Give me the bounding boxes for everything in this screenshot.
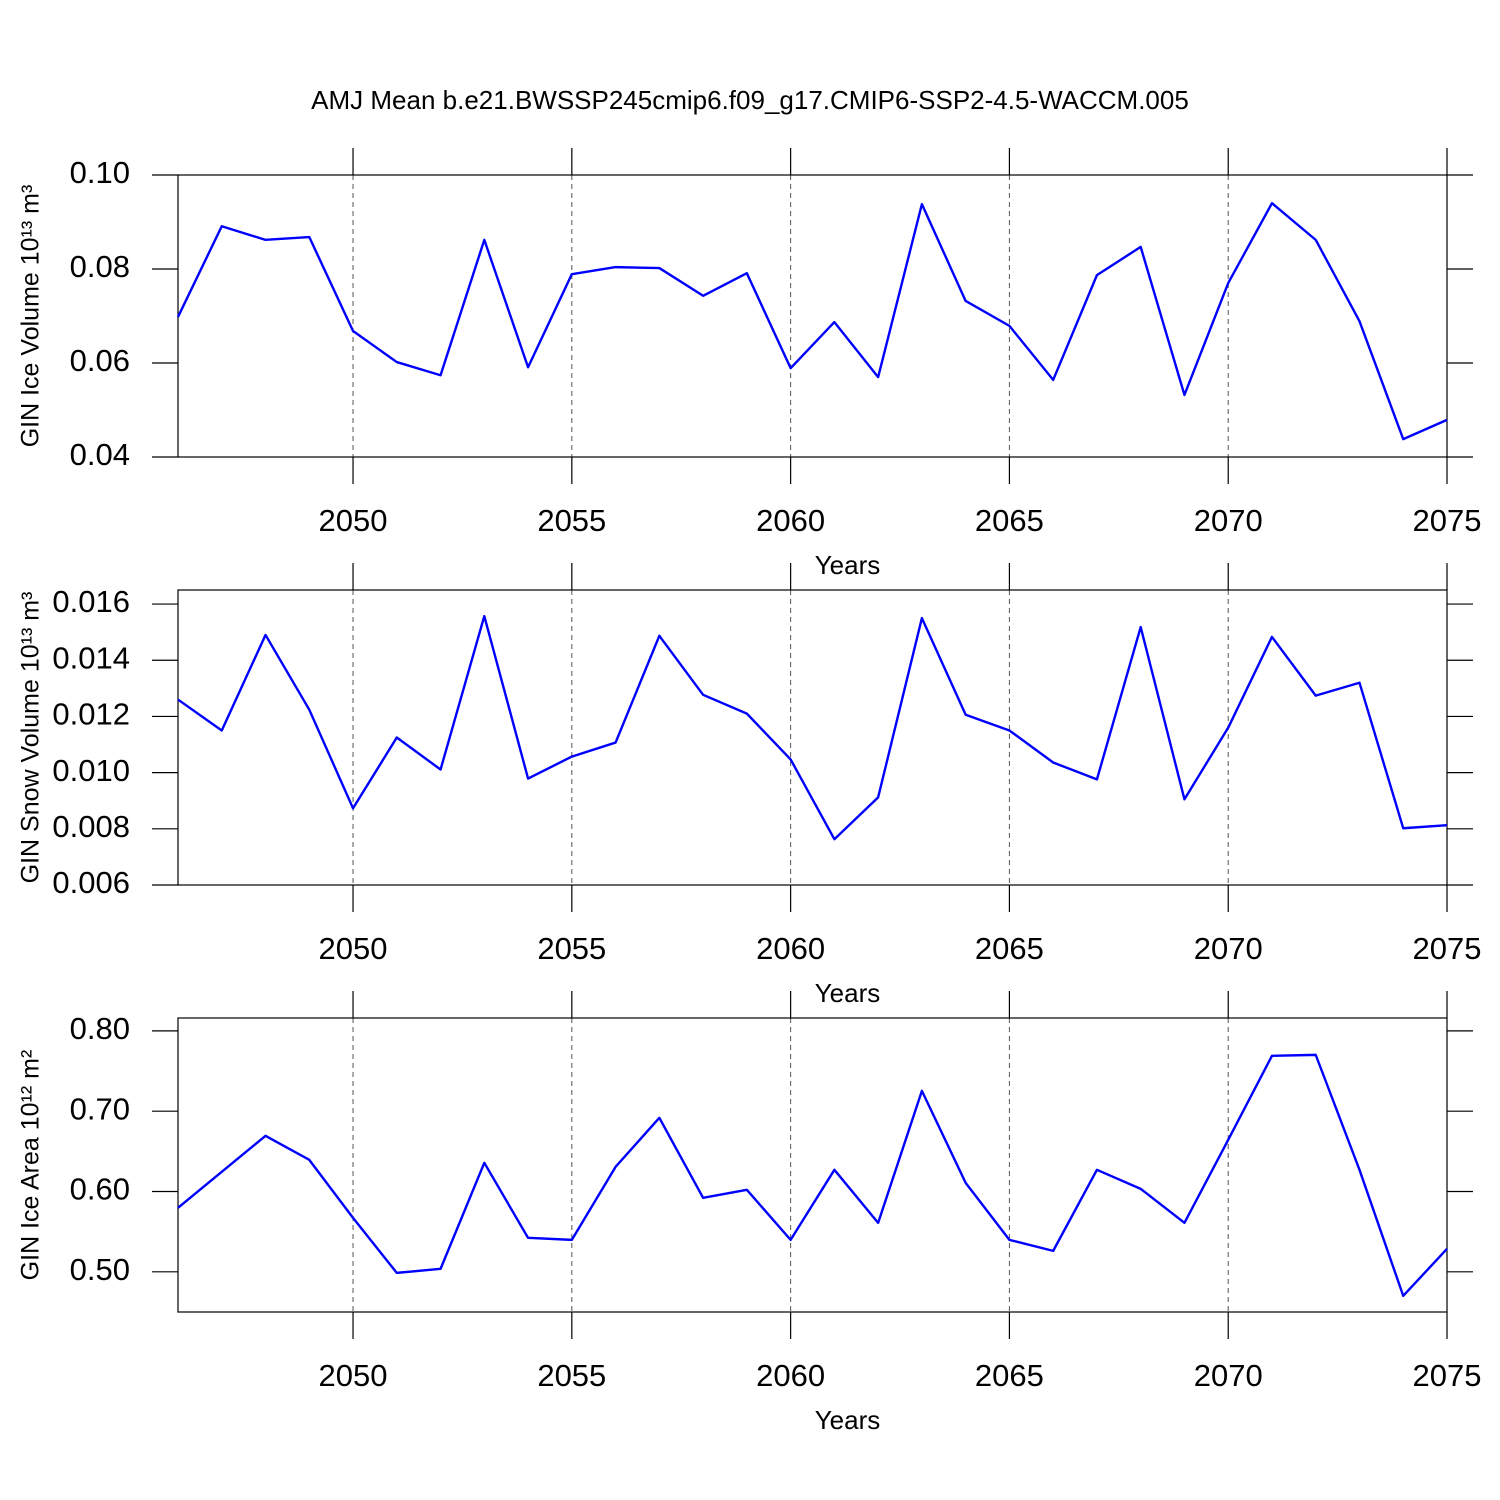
x-tick-label: 2070 [1194, 931, 1263, 966]
y-tick-label: 0.60 [70, 1172, 130, 1207]
y-tick-label: 0.016 [52, 584, 130, 619]
y-tick-label: 0.008 [52, 809, 130, 844]
x-tick-label: 2070 [1194, 503, 1263, 538]
y-axis-title: GIN Snow Volume 10¹³ m³ [17, 592, 45, 884]
x-tick-label: 2060 [756, 931, 825, 966]
y-tick-label: 0.014 [52, 640, 130, 675]
x-tick-label: 2050 [319, 503, 388, 538]
y-tick-label: 0.70 [70, 1091, 130, 1126]
figure-title: AMJ Mean b.e21.BWSSP245cmip6.f09_g17.CMI… [311, 85, 1189, 115]
y-tick-label: 0.80 [70, 1011, 130, 1046]
x-tick-label: 2050 [319, 1358, 388, 1393]
x-tick-label: 2065 [975, 931, 1044, 966]
x-axis-title: Years [815, 1405, 881, 1435]
x-tick-label: 2055 [537, 503, 606, 538]
plot-frame [177, 1017, 1448, 1313]
x-tick-label: 2055 [537, 931, 606, 966]
plot-frame [177, 174, 1448, 458]
y-tick-label: 0.006 [52, 865, 130, 900]
x-tick-label: 2070 [1194, 1358, 1263, 1393]
y-tick-label: 0.50 [70, 1252, 130, 1287]
x-tick-label: 2055 [537, 1358, 606, 1393]
plot-frame [177, 589, 1448, 886]
y-tick-label: 0.08 [70, 249, 130, 284]
y-tick-label: 0.10 [70, 155, 130, 190]
y-tick-label: 0.012 [52, 697, 130, 732]
data-line [176, 202, 1448, 441]
x-tick-label: 2065 [975, 503, 1044, 538]
x-tick-label: 2065 [975, 1358, 1044, 1393]
y-tick-label: 0.010 [52, 753, 130, 788]
x-tick-label: 2060 [756, 1358, 825, 1393]
x-tick-label: 2050 [319, 931, 388, 966]
data-line [177, 614, 1448, 841]
x-tick-label: 2060 [756, 503, 825, 538]
y-axis-title: GIN Ice Volume 10¹³ m³ [17, 185, 45, 448]
data-line [177, 1053, 1448, 1298]
x-tick-label: 2075 [1413, 931, 1482, 966]
x-tick-label: 2075 [1413, 503, 1482, 538]
x-axis-title: Years [815, 978, 881, 1008]
y-tick-label: 0.04 [70, 437, 130, 472]
y-tick-label: 0.06 [70, 343, 130, 378]
x-axis-title: Years [815, 550, 881, 580]
x-tick-label: 2075 [1413, 1358, 1482, 1393]
y-axis-title: GIN Ice Area 10¹² m² [17, 1050, 45, 1281]
